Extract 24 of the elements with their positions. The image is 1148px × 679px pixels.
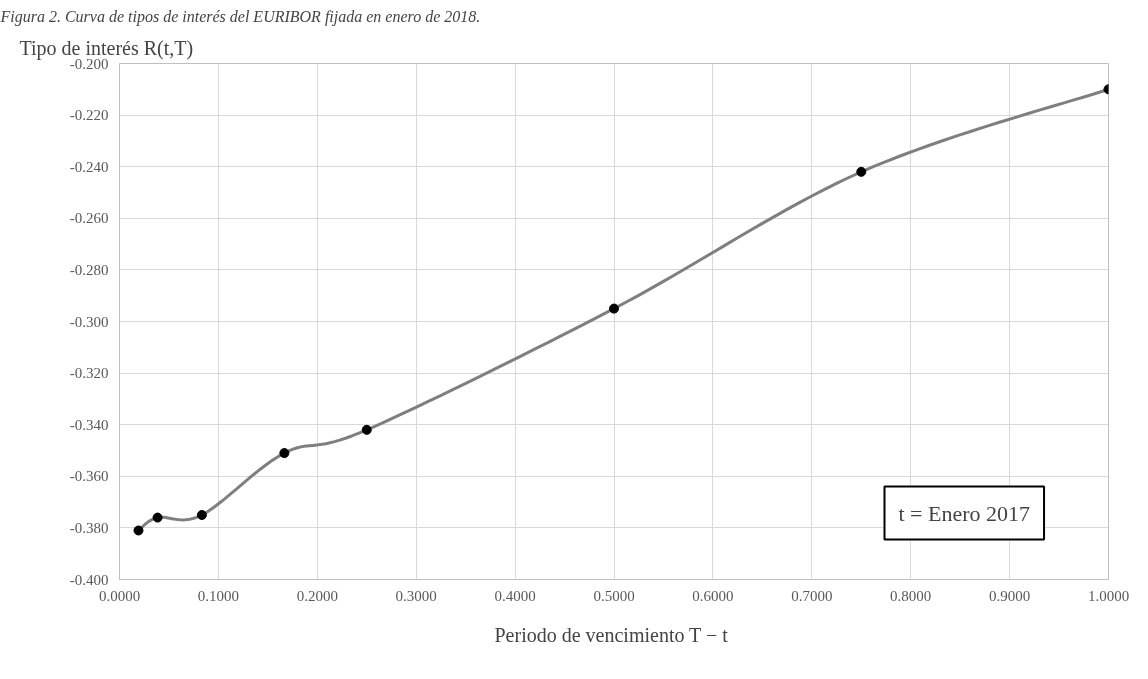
x-tick-label: 0.2000	[296, 587, 338, 604]
x-tick-label: 0.9000	[988, 587, 1031, 604]
y-tick-label: -0.280	[69, 261, 109, 278]
x-tick-label: 0.5000	[593, 587, 635, 604]
y-tick-label: -0.240	[69, 158, 109, 175]
y-tick-label: -0.360	[69, 468, 109, 485]
x-tick-label: 0.6000	[692, 587, 734, 604]
x-tick-label: 1.0000	[1087, 587, 1130, 604]
x-tick-label: 0.8000	[890, 587, 932, 604]
x-tick-label: 0.7000	[791, 587, 833, 604]
y-tick-label: -0.340	[69, 416, 109, 433]
x-tick-label: 0.3000	[395, 587, 437, 604]
y-tick-label: -0.320	[69, 365, 109, 382]
y-tick-label: -0.260	[69, 210, 109, 227]
y-tick-label: -0.220	[69, 107, 109, 124]
y-tick-label: -0.400	[69, 571, 109, 588]
x-tick-label: 0.0000	[98, 587, 141, 604]
annotation: t = Enero 2017	[898, 500, 1031, 526]
y-tick-label: -0.300	[69, 313, 109, 330]
x-tick-label: 0.4000	[494, 587, 536, 604]
chart-title: Figura 2. Curva de tipos de interés del EURIBOR fijada en enero de 2018.	[0, 7, 481, 26]
x-tick-label: 0.1000	[197, 587, 240, 604]
x-axis-title: Periodo de vencimiento T − t	[494, 623, 729, 646]
y-tick-label: -0.380	[69, 519, 109, 536]
